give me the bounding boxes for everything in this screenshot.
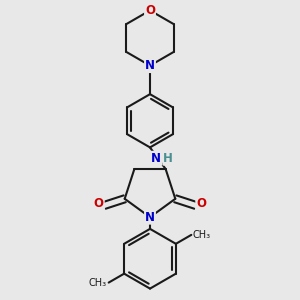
Text: CH₃: CH₃	[193, 230, 211, 240]
Text: N: N	[145, 211, 155, 224]
Text: O: O	[145, 4, 155, 17]
Text: H: H	[163, 152, 173, 165]
Text: O: O	[196, 197, 206, 210]
Text: N: N	[145, 59, 155, 72]
Text: CH₃: CH₃	[89, 278, 107, 288]
Text: O: O	[94, 197, 104, 210]
Text: N: N	[151, 152, 161, 165]
